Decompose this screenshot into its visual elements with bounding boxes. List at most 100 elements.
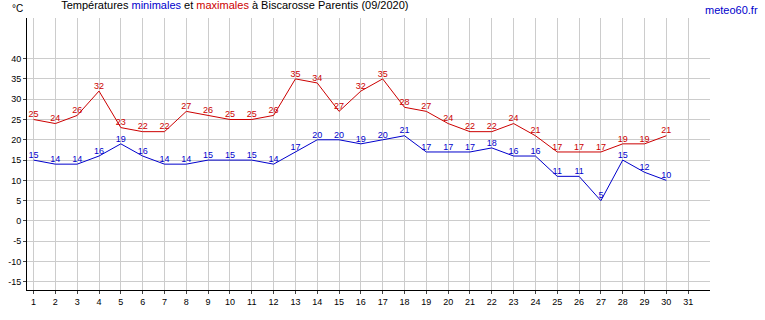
svg-text:17: 17 [465,142,475,152]
svg-text:23: 23 [116,117,126,127]
svg-text:22: 22 [465,121,475,131]
svg-text:20: 20 [443,297,453,307]
svg-text:3: 3 [75,297,80,307]
svg-text:27: 27 [334,101,344,111]
svg-text:28: 28 [618,297,628,307]
svg-text:32: 32 [94,81,104,91]
svg-text:11: 11 [574,166,583,176]
svg-text:15: 15 [11,155,21,165]
svg-text:30: 30 [11,94,21,104]
svg-text:21: 21 [530,125,540,135]
svg-text:21: 21 [399,125,409,135]
svg-text:5: 5 [16,196,21,206]
svg-text:25: 25 [247,109,257,119]
svg-text:14: 14 [312,297,322,307]
svg-text:14: 14 [50,154,60,164]
svg-text:15: 15 [29,150,39,160]
svg-text:15: 15 [618,150,628,160]
svg-text:11: 11 [247,297,256,307]
svg-text:meteo60.fr: meteo60.fr [705,4,758,16]
svg-text:16: 16 [509,146,519,156]
svg-text:Températures minimales et maxi: Températures minimales et maximales à Bi… [61,0,408,11]
svg-text:19: 19 [356,134,366,144]
svg-text:27: 27 [596,297,606,307]
svg-text:20: 20 [11,135,21,145]
svg-text:24: 24 [50,113,60,123]
svg-text:17: 17 [290,142,300,152]
svg-text:12: 12 [640,162,650,172]
svg-text:18: 18 [399,297,409,307]
svg-text:22: 22 [138,121,148,131]
svg-text:9: 9 [206,297,211,307]
svg-text:32: 32 [356,81,366,91]
svg-text:8: 8 [184,297,189,307]
svg-text:27: 27 [421,101,431,111]
svg-text:20: 20 [334,130,344,140]
svg-text:17: 17 [378,297,388,307]
svg-text:7: 7 [162,297,167,307]
svg-text:29: 29 [640,297,650,307]
svg-text:17: 17 [421,142,431,152]
svg-text:15: 15 [247,150,257,160]
svg-text:25: 25 [29,109,39,119]
svg-text:4: 4 [97,297,102,307]
svg-text:19: 19 [421,297,431,307]
svg-text:16: 16 [356,297,366,307]
svg-text:-15: -15 [8,277,21,287]
svg-text:14: 14 [159,154,169,164]
svg-text:16: 16 [94,146,104,156]
svg-text:30: 30 [661,297,671,307]
svg-text:0: 0 [16,216,21,226]
svg-text:28: 28 [399,97,409,107]
svg-text:35: 35 [290,69,300,79]
svg-text:26: 26 [203,105,213,115]
svg-text:16: 16 [530,146,540,156]
svg-text:31: 31 [683,297,693,307]
svg-text:34: 34 [312,73,322,83]
svg-text:19: 19 [618,134,628,144]
svg-text:21: 21 [661,125,671,135]
svg-text:11: 11 [553,166,562,176]
svg-text:10: 10 [11,176,21,186]
svg-text:23: 23 [509,297,519,307]
svg-text:22: 22 [487,121,497,131]
svg-text:10: 10 [661,170,671,180]
svg-text:22: 22 [159,121,169,131]
svg-text:15: 15 [334,297,344,307]
svg-text:35: 35 [11,74,21,84]
svg-text:24: 24 [509,113,519,123]
svg-text:5: 5 [118,297,123,307]
svg-text:17: 17 [596,142,606,152]
svg-text:21: 21 [465,297,475,307]
svg-text:19: 19 [116,134,126,144]
svg-text:20: 20 [378,130,388,140]
svg-text:26: 26 [72,105,82,115]
svg-text:25: 25 [11,115,21,125]
svg-text:2: 2 [53,297,58,307]
svg-text:17: 17 [574,142,584,152]
svg-text:12: 12 [269,297,279,307]
svg-text:13: 13 [290,297,300,307]
svg-text:-5: -5 [13,236,21,246]
svg-text:24: 24 [443,113,453,123]
svg-text:15: 15 [203,150,213,160]
svg-text:26: 26 [269,105,279,115]
svg-text:25: 25 [225,109,235,119]
svg-text:18: 18 [487,138,497,148]
svg-text:35: 35 [378,69,388,79]
svg-text:20: 20 [312,130,322,140]
svg-text:17: 17 [443,142,453,152]
svg-text:5: 5 [598,190,603,200]
svg-text:17: 17 [552,142,562,152]
svg-text:15: 15 [225,150,235,160]
svg-text:16: 16 [138,146,148,156]
svg-text:27: 27 [181,101,191,111]
svg-text:6: 6 [140,297,145,307]
svg-text:10: 10 [225,297,235,307]
svg-text:22: 22 [487,297,497,307]
svg-text:°C: °C [12,3,23,14]
svg-text:14: 14 [181,154,191,164]
svg-text:19: 19 [640,134,650,144]
svg-text:14: 14 [72,154,82,164]
svg-text:40: 40 [11,54,21,64]
